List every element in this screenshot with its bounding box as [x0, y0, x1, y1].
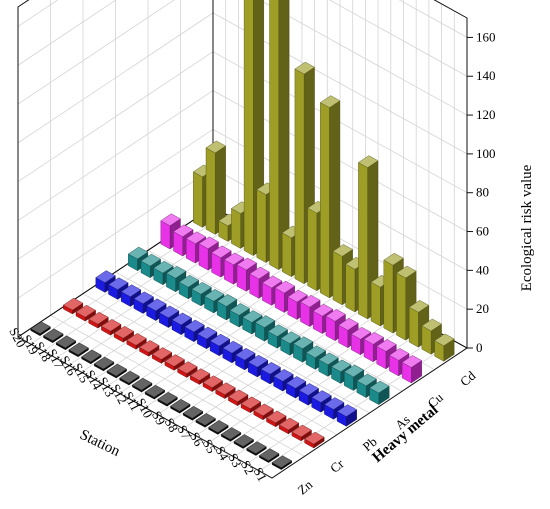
- series-cd: [192, 0, 455, 362]
- series-pb: [95, 270, 358, 427]
- bar-cr-s6: [240, 396, 262, 414]
- station-tick-label: S8: [162, 415, 182, 434]
- z-axis-title: Ecological risk value: [519, 164, 535, 291]
- bar-zn-s20: [30, 321, 51, 337]
- x-axis-title: Station: [77, 427, 123, 460]
- bar-cr-s10: [189, 368, 211, 385]
- bar-cr-s3: [278, 417, 300, 435]
- bar-zn-s8: [182, 406, 204, 421]
- z-tick-label: 0: [476, 340, 483, 355]
- bar-cr-s12: [164, 354, 185, 371]
- bar-cr-s1: [304, 431, 325, 449]
- bar-zn-s4: [233, 434, 254, 449]
- bar-zn-s17: [68, 342, 89, 358]
- bar-cr-s17: [101, 319, 122, 336]
- z-tick-label: 80: [476, 185, 489, 200]
- z-tick-label: 140: [476, 68, 496, 83]
- metal-tick-label: Cd: [457, 368, 479, 390]
- z-tick-label: 20: [476, 301, 489, 316]
- station-tick-label: S9: [149, 408, 169, 427]
- station-tick-label: S2: [238, 458, 258, 477]
- metal-tick-label: Zn: [295, 476, 316, 497]
- bar-zn-s18: [55, 335, 77, 351]
- bar-cr-s18: [88, 311, 109, 329]
- metal-tick-label: Cr: [327, 456, 347, 476]
- bar-zn-s3: [246, 441, 267, 456]
- z-tick-label: 120: [476, 107, 496, 122]
- z-tick-label: 60: [476, 224, 489, 239]
- bar-zn-s7: [195, 413, 216, 428]
- bar-pb-s1: [336, 404, 358, 427]
- bar-zn-s10: [157, 391, 178, 407]
- bar-cr-s14: [139, 340, 160, 357]
- bar-cu-s1: [401, 355, 423, 384]
- bar-zn-s5: [220, 427, 242, 442]
- bar-zn-s1: [271, 455, 293, 470]
- bar-cr-s15: [126, 333, 147, 350]
- bar-cr-s20: [62, 297, 84, 315]
- bar-cd-s14: [269, 0, 290, 271]
- gridline: [115, 271, 370, 414]
- gridline: [398, 0, 468, 38]
- bar-pb-s19: [108, 277, 129, 300]
- bar-zn-s19: [43, 328, 64, 344]
- bar-as-s17: [166, 265, 187, 293]
- bar-zn-s2: [259, 448, 280, 463]
- bar-pb-s14: [171, 312, 192, 336]
- gridline: [82, 293, 338, 436]
- bar-cd-s1: [434, 333, 455, 362]
- bar-cr-s5: [253, 403, 274, 421]
- series-zn: [30, 321, 293, 470]
- gridline: [50, 314, 305, 457]
- bar-cr-s19: [75, 304, 96, 322]
- bar-cr-s4: [266, 410, 287, 428]
- bar-cr-s7: [228, 389, 249, 407]
- station-tick-label: S5: [200, 437, 220, 456]
- bar-zn-s16: [81, 349, 102, 365]
- bar-zn-s13: [119, 370, 140, 386]
- bar-zn-s15: [93, 356, 115, 372]
- station-tick-label: S3: [225, 451, 245, 470]
- bar-cr-s8: [215, 382, 236, 399]
- z-tick-label: 100: [476, 146, 496, 161]
- bar-cd-s7: [358, 155, 379, 320]
- bar-cd-s19: [205, 140, 226, 235]
- bar-zn-s14: [106, 363, 127, 379]
- station-tick-label: S1: [251, 465, 271, 484]
- series-cr: [62, 297, 325, 449]
- bar-groups: [30, 0, 455, 470]
- bar-cr-s2: [291, 424, 312, 442]
- bar-zn-s12: [132, 377, 153, 393]
- bar-zn-s6: [208, 420, 229, 435]
- bar-as-s1: [369, 380, 390, 405]
- y-axis-title: Heavy metal: [369, 402, 441, 466]
- bar-cr-s11: [177, 361, 198, 378]
- bar-cu-s3: [376, 339, 397, 370]
- bar-as-s14: [204, 289, 225, 314]
- bar-zn-s11: [144, 384, 166, 400]
- bar-cr-s13: [151, 347, 173, 364]
- bar-zn-s9: [170, 399, 191, 414]
- bar-as-s10: [254, 315, 276, 342]
- bar-cr-s9: [202, 375, 223, 392]
- series-as: [127, 246, 390, 405]
- bar-cr-s16: [113, 326, 135, 343]
- series-cu: [160, 213, 423, 384]
- z-tick-label: 160: [476, 29, 496, 44]
- z-tick-label: 40: [476, 262, 489, 277]
- bar-as-s19: [140, 253, 161, 279]
